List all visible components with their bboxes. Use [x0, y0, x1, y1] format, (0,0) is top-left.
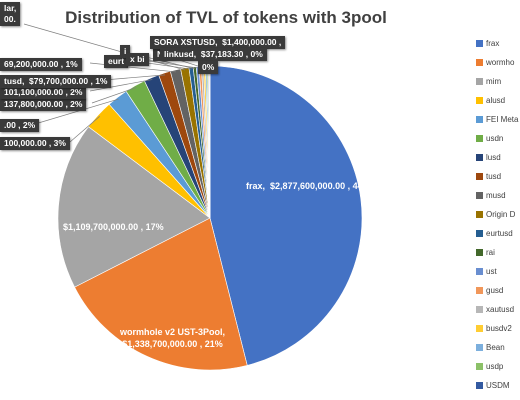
legend-item-wormho: wormho	[476, 53, 520, 72]
leader-line-tusd	[103, 74, 166, 81]
leader-line-gusd	[141, 59, 201, 69]
data-label-extra: 0%	[198, 61, 219, 74]
data-label-eurtusd: eurt	[104, 55, 129, 68]
legend-label: gusd	[486, 286, 504, 295]
legend-swatch	[476, 363, 483, 370]
legend-label: eurtusd	[486, 229, 513, 238]
legend-item-usdp: usdp	[476, 357, 520, 376]
legend-swatch	[476, 382, 483, 389]
data-label-usdn: 137,800,000.00 , 2%	[0, 98, 87, 111]
legend-swatch	[476, 192, 483, 199]
legend-label: alusd	[486, 96, 506, 105]
chart-title: Distribution of TVL of tokens with 3pool	[65, 8, 387, 27]
data-label-alusd: 100,000.00 , 3%	[0, 137, 70, 150]
legend-swatch	[476, 173, 483, 180]
pie-slice-wormhole-v2-ust-3pool	[74, 217, 248, 371]
legend-label: wormho	[486, 58, 515, 67]
legend-label: lusd	[486, 153, 501, 162]
legend-label: USDM	[486, 381, 510, 390]
legend-label: usdn	[486, 134, 504, 143]
leader-line-fei-metapool	[34, 98, 119, 125]
legend-label: xautusd	[486, 305, 515, 314]
legend-swatch	[476, 287, 483, 294]
legend-label: rai	[486, 248, 495, 257]
legend: frax wormho mim alusd FEI Meta usdn lusd tusd mu…	[476, 34, 520, 400]
legend-label: frax	[486, 39, 500, 48]
leader-line-usdn	[91, 87, 137, 104]
legend-item-fei-meta: FEI Meta	[476, 110, 520, 129]
legend-label: ust	[486, 267, 497, 276]
legend-item-eurtusd: eurtusd	[476, 224, 520, 243]
legend-item-alusd: alusd	[476, 91, 520, 110]
legend-swatch	[476, 78, 483, 85]
legend-label: Bean	[486, 343, 505, 352]
data-label-rai: i	[120, 45, 131, 58]
leader-line-lusd	[89, 79, 153, 92]
legend-label: tusd	[486, 172, 502, 181]
legend-item-origin-d: Origin D	[476, 205, 520, 224]
legend-item-tusd: tusd	[476, 167, 520, 186]
legend-label: musd	[486, 191, 506, 200]
legend-label: Origin D	[486, 210, 516, 219]
legend-label: mim	[486, 77, 502, 86]
legend-swatch	[476, 306, 483, 313]
legend-swatch	[476, 325, 483, 332]
legend-swatch	[476, 211, 483, 218]
data-label-lusd: 101,100,000.00 , 2%	[0, 86, 87, 99]
legend-swatch	[476, 97, 483, 104]
legend-swatch	[476, 135, 483, 142]
legend-item-pwrd-m: PWRD M	[476, 395, 520, 400]
legend-swatch	[476, 249, 483, 256]
legend-item-usdm: USDM	[476, 376, 520, 395]
legend-item-rai: rai	[476, 243, 520, 262]
leader-line-alusd	[69, 116, 100, 143]
data-label-sora-xstusd: SORA XSTUSD, $1,400,000.00 ,	[150, 36, 286, 49]
legend-item-gusd: gusd	[476, 281, 520, 300]
data-label-fei-metapool: .00 , 2%	[0, 119, 40, 132]
legend-swatch	[476, 116, 483, 123]
pie-chart	[23, 23, 363, 371]
legend-item-usdn: usdn	[476, 129, 520, 148]
legend-item-ust: ust	[476, 262, 520, 281]
data-label-gusd: x bi	[126, 53, 149, 66]
legend-item-bean: Bean	[476, 338, 520, 357]
legend-item-mim: mim	[476, 72, 520, 91]
legend-item-frax: frax	[476, 34, 520, 53]
data-label-tusd: tusd, $79,700,000.00 , 1%	[0, 75, 112, 88]
data-label-mim: mim, $1,109,700,000.00 , 17%	[37, 222, 164, 232]
legend-item-busdv2: busdv2	[476, 319, 520, 338]
legend-label: FEI Meta	[486, 115, 519, 124]
legend-label: busdv2	[486, 324, 512, 333]
data-label-wormhole-v2-ust-3pool: wormhole v2 UST-3Pool, $1,338,700,000.00…	[120, 327, 226, 349]
legend-swatch	[476, 154, 483, 161]
legend-item-musd: musd	[476, 186, 520, 205]
legend-label: usdp	[486, 362, 504, 371]
data-label-origin-dollar: lar, 00.	[0, 2, 21, 26]
legend-swatch	[476, 40, 483, 47]
data-label-linkusd: linkusd, $37,183.30 , 0%	[160, 48, 267, 61]
data-label-musd: 69,200,000.00 , 1%	[0, 58, 82, 71]
pie-slice-mim	[57, 126, 211, 288]
pie-slice-frax	[209, 65, 363, 366]
legend-item-lusd: lusd	[476, 148, 520, 167]
legend-item-xautusd: xautusd	[476, 300, 520, 319]
legend-swatch	[476, 268, 483, 275]
data-label-frax: frax, $2,877,600,000.00 , 44%	[246, 181, 371, 191]
legend-swatch	[476, 344, 483, 351]
legend-swatch	[476, 59, 483, 66]
legend-swatch	[476, 230, 483, 237]
